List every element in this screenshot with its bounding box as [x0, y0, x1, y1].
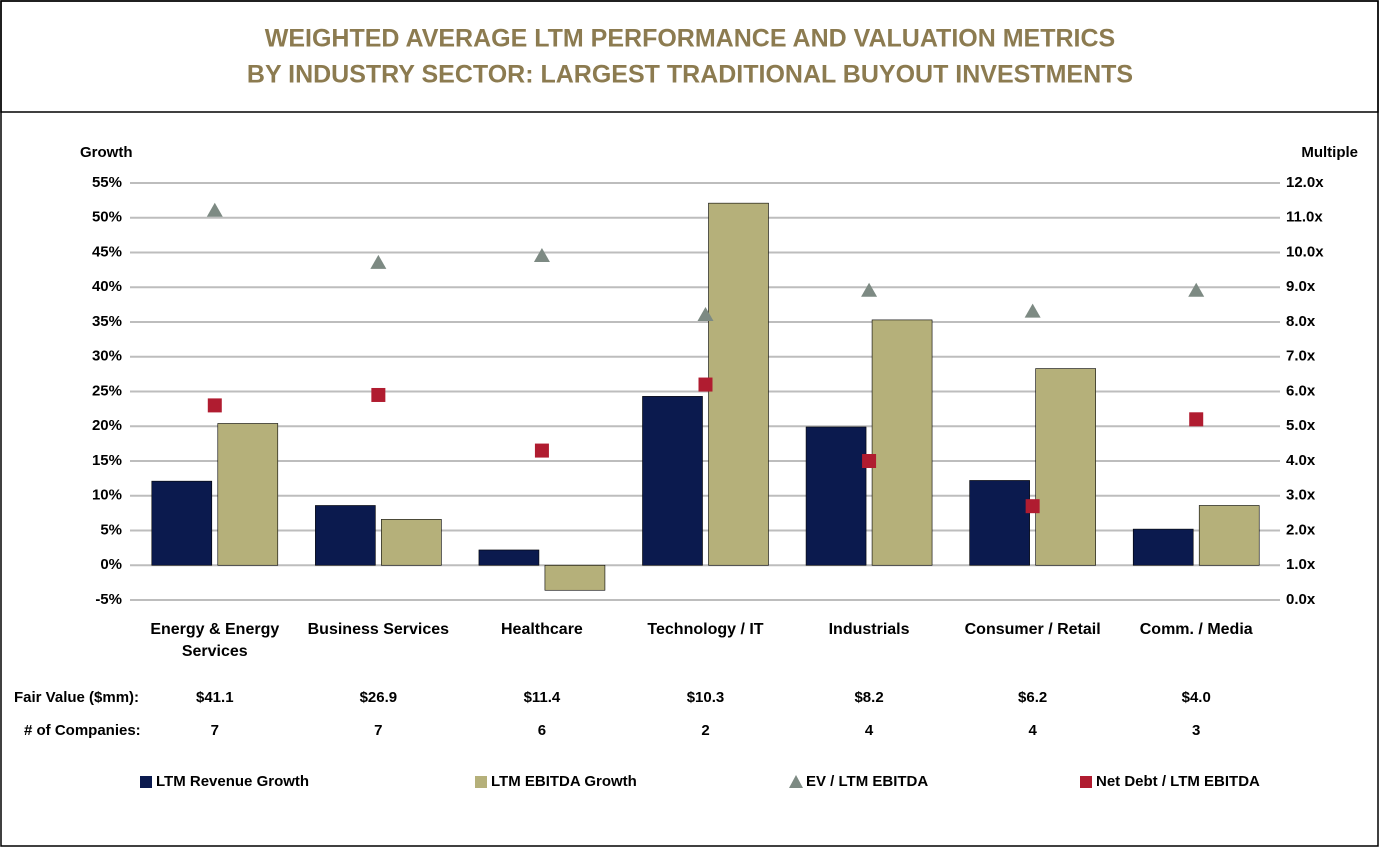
y-axis-title: Growth [80, 144, 133, 161]
bar [969, 480, 1030, 566]
company-count: 7 [374, 722, 382, 739]
bar [1132, 528, 1194, 566]
marker [534, 443, 549, 458]
legend-label: LTM EBITDA Growth [491, 773, 637, 790]
y-tick-label: 5% [100, 521, 122, 538]
y2-tick-label: 3.0x [1286, 487, 1316, 504]
y-tick-label: 55% [92, 174, 122, 191]
legend-label: EV / LTM EBITDA [806, 773, 928, 790]
x-tick-label: Comm. / Media [1139, 621, 1253, 638]
y2-tick-label: 8.0x [1286, 313, 1316, 330]
row-label: # of Companies: [24, 722, 141, 739]
bar [544, 564, 606, 591]
bar [315, 505, 376, 566]
y2-tick-label: 4.0x [1286, 452, 1316, 469]
fair-value: $41.1 [196, 689, 234, 706]
company-count: 7 [211, 722, 219, 739]
y2-axis-title: Multiple [1301, 144, 1358, 161]
y-tick-label: 25% [92, 382, 122, 399]
bar [381, 519, 442, 566]
y2-tick-label: 9.0x [1286, 278, 1316, 295]
y2-tick-label: 5.0x [1286, 417, 1316, 434]
legend-label: LTM Revenue Growth [156, 773, 309, 790]
marker [698, 377, 713, 392]
chart-title: BY INDUSTRY SECTOR: LARGEST TRADITIONAL … [247, 61, 1133, 89]
legend-swatch [140, 776, 152, 788]
marker [697, 307, 714, 322]
marker [1188, 282, 1205, 297]
legend-swatch [475, 776, 487, 788]
bar [871, 319, 933, 566]
bar [805, 426, 867, 566]
x-tick-label: Industrials [828, 621, 910, 638]
company-count: 3 [1192, 722, 1200, 739]
bar [642, 396, 703, 566]
bar [1198, 505, 1260, 566]
fair-value: $8.2 [854, 689, 883, 706]
company-count: 6 [538, 722, 546, 739]
y-tick-label: 30% [92, 348, 122, 365]
marker [1189, 412, 1204, 427]
marker [371, 387, 386, 402]
bar [217, 423, 279, 566]
fair-value: $6.2 [1018, 689, 1047, 706]
x-tick-label: Technology / IT [647, 621, 764, 638]
y2-tick-label: 11.0x [1286, 209, 1323, 226]
x-tick-label: Consumer / Retail [964, 621, 1101, 638]
y-tick-label: 0% [100, 556, 122, 573]
marker [861, 282, 878, 297]
x-tick-label: Energy & Energy Services [150, 621, 280, 660]
y-tick-label: 15% [92, 452, 122, 469]
bar [478, 549, 540, 566]
marker [862, 454, 877, 468]
y2-tick-label: 10.0x [1286, 243, 1324, 260]
y-tick-label: 40% [92, 278, 122, 295]
company-count: 4 [1028, 722, 1037, 739]
marker [206, 202, 223, 217]
y-tick-label: -5% [95, 591, 122, 608]
y2-tick-label: 0.0x [1286, 591, 1316, 608]
y2-tick-label: 7.0x [1286, 348, 1316, 365]
y2-tick-label: 12.0x [1286, 174, 1324, 191]
x-tick-label: Healthcare [501, 621, 583, 638]
marker [1025, 499, 1040, 514]
legend-label: Net Debt / LTM EBITDA [1096, 773, 1260, 790]
y-tick-label: 35% [92, 313, 122, 330]
chart-title: WEIGHTED AVERAGE LTM PERFORMANCE AND VAL… [265, 25, 1115, 53]
y2-tick-label: 2.0x [1286, 521, 1316, 538]
fair-value: $26.9 [360, 689, 398, 706]
y-tick-label: 50% [92, 209, 122, 226]
company-count: 2 [701, 722, 709, 739]
bar [151, 480, 213, 566]
y-tick-label: 45% [92, 243, 122, 260]
y2-tick-label: 6.0x [1286, 382, 1316, 399]
marker [207, 398, 222, 413]
row-label: Fair Value ($mm): [14, 689, 139, 706]
company-count: 4 [865, 722, 874, 739]
y-tick-label: 20% [92, 417, 122, 434]
legend-swatch [789, 775, 803, 788]
bar [1035, 368, 1096, 566]
fair-value: $10.3 [687, 689, 725, 706]
marker [1024, 303, 1041, 318]
y2-tick-label: 1.0x [1286, 556, 1316, 573]
x-tick-label: Business Services [307, 621, 450, 638]
marker [370, 254, 387, 269]
title-box [0, 0, 1379, 113]
fair-value: $4.0 [1182, 689, 1211, 706]
legend-swatch [1080, 776, 1092, 788]
fair-value: $11.4 [524, 689, 561, 706]
y-tick-label: 10% [92, 487, 122, 504]
bar [708, 202, 769, 566]
marker [533, 247, 550, 262]
